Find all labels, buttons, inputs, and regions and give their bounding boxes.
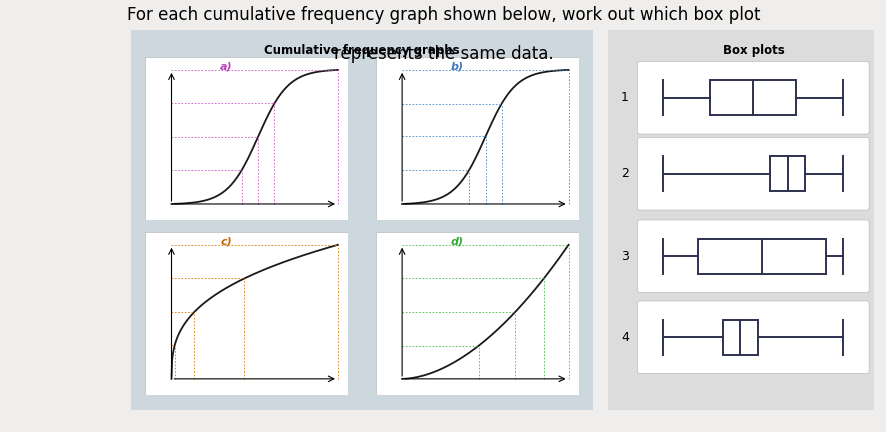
Text: Box plots: Box plots — [722, 44, 784, 57]
Text: 4: 4 — [620, 331, 628, 344]
Text: 1: 1 — [620, 91, 628, 104]
FancyBboxPatch shape — [145, 232, 347, 395]
FancyBboxPatch shape — [145, 57, 347, 220]
Bar — [710, 80, 796, 115]
FancyBboxPatch shape — [376, 57, 578, 220]
Bar — [770, 156, 804, 191]
Text: 3: 3 — [620, 250, 628, 263]
FancyBboxPatch shape — [637, 220, 868, 292]
FancyBboxPatch shape — [124, 25, 599, 416]
FancyBboxPatch shape — [637, 301, 868, 374]
FancyBboxPatch shape — [637, 61, 868, 134]
Text: 2: 2 — [620, 167, 628, 180]
FancyBboxPatch shape — [637, 137, 868, 210]
Text: d): d) — [450, 237, 463, 247]
Text: a): a) — [220, 62, 232, 72]
Bar — [696, 239, 825, 273]
Text: represents the same data.: represents the same data. — [333, 45, 553, 64]
Text: b): b) — [450, 62, 463, 72]
FancyBboxPatch shape — [376, 232, 578, 395]
Text: Cumulative frequency graphs: Cumulative frequency graphs — [264, 44, 459, 57]
Text: For each cumulative frequency graph shown below, work out which box plot: For each cumulative frequency graph show… — [127, 6, 759, 25]
Bar — [722, 320, 757, 355]
Text: c): c) — [220, 237, 232, 247]
FancyBboxPatch shape — [602, 25, 877, 416]
